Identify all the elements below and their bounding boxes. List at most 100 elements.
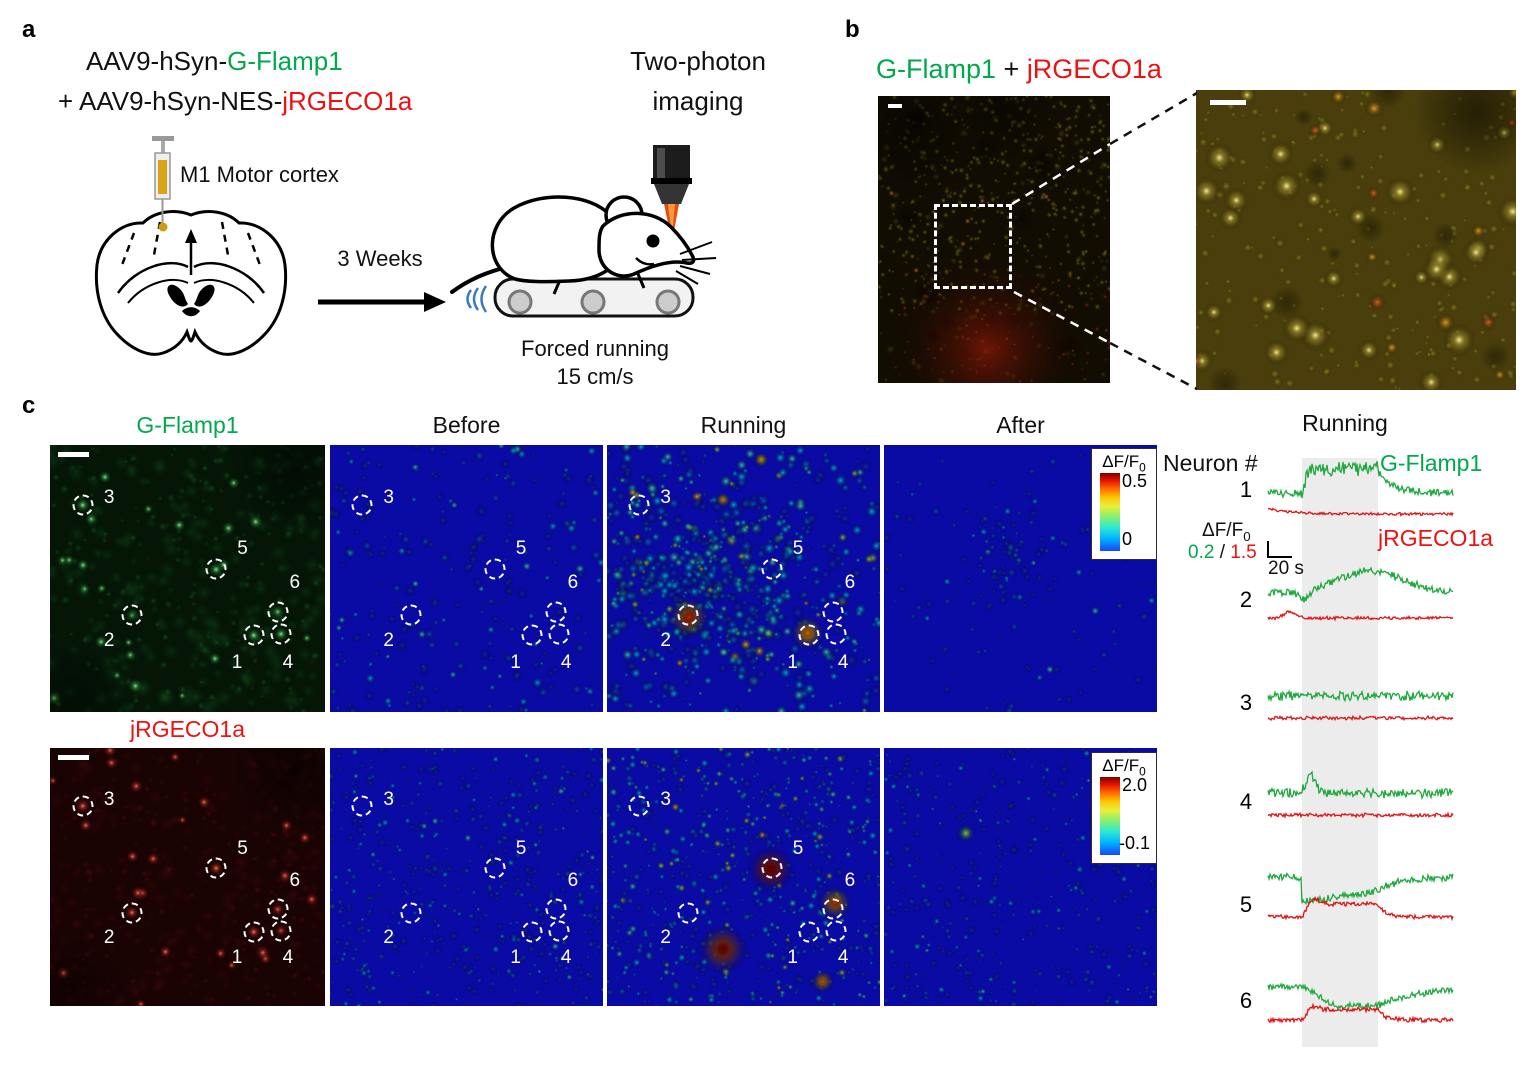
roi-circle-2 [400,604,422,626]
roi-label-2: 2 [660,630,671,652]
interval-label: 3 Weeks [337,246,423,271]
trace-neuron2-green [1267,566,1454,603]
roi-circle-6 [545,601,567,623]
roi-circle-5 [761,558,783,580]
jrgeco-before-heatmap: 3 5 2 6 1 4 [330,748,603,1006]
neuron-number-5: 5 [1239,892,1253,917]
colorbar-top: ΔF/F0 0.5 0 [1091,448,1157,560]
time-scale-label: 20 s [1268,558,1304,579]
scale-bar [888,104,902,108]
col-header-running: Running [700,412,787,438]
neuron-number-1: 1 [1239,477,1253,502]
panel-c-label: c [22,392,36,419]
injection-site-label: M1 Motor cortex [180,162,339,187]
scale-bracket [1267,541,1292,558]
trace-red-label: jRGECO1a [1378,525,1494,551]
colorbar-top-title: ΔF/F0 [1102,452,1146,475]
whiskers-icon [675,241,717,285]
running-period-band [1302,458,1378,1047]
trace-neuron5-red [1267,895,1454,922]
roi-circle-1 [798,921,820,943]
mouse-icon [450,195,717,295]
construct-line2-sensor: jRGECO1a [282,86,413,116]
trace-neuron1-green [1267,461,1454,499]
colorbar-top-gradient [1100,473,1120,551]
trace-neuron3-red [1267,714,1454,722]
roi-label-6: 6 [567,869,579,891]
scale-bar [58,452,89,457]
motion-lines-icon [480,285,488,313]
roi-label-2: 2 [660,926,671,948]
colorbar-bottom-gradient [1100,777,1120,855]
roi-label-2: 2 [103,630,115,652]
row1-title: G-Flamp1 [136,412,239,438]
roi-label-5: 5 [237,837,248,859]
objective-lens-icon [651,145,692,242]
roi-label-4: 4 [282,651,294,673]
trace-scale-values: 0.2 / 1.5 [1188,542,1257,563]
roi-label-6: 6 [289,869,301,891]
roi-circle-4 [548,920,570,942]
roi-label-1: 1 [510,651,521,673]
roi-circle-2 [121,604,143,626]
roi-circle-5 [205,558,227,580]
roi-label-3: 3 [383,788,394,810]
traces-panel: Running Neuron # G-Flamp1 jRGECO1a ΔF/F0… [1160,400,1528,1070]
roi-circle-3 [628,795,650,817]
trace-neuron3-green [1267,689,1454,703]
colorbar-bottom-max: 2.0 [1122,775,1148,795]
construct-line1-sensor: G-Flamp1 [227,46,343,76]
construct-line2-prefix: + AAV9-hSyn-NES- [58,86,283,116]
two-photon-line2: imaging [652,86,744,116]
gflamp-fluorescence-image: 3 5 2 6 1 4 [50,445,325,712]
roi-label-4: 4 [837,651,849,673]
roi-label-3: 3 [660,788,671,810]
brain-section-icon [94,210,288,356]
colorbar-bottom-min: -0.1 [1119,833,1151,853]
treadmill-icon [466,277,695,318]
roi-label-2: 2 [103,926,115,948]
roi-label-5: 5 [792,837,804,859]
trace-neuron6-green [1267,982,1454,1011]
roi-label-1: 1 [787,947,798,969]
roi-label-5: 5 [237,538,248,560]
traces-title: Running [1302,410,1388,436]
roi-label-3: 3 [383,487,394,509]
neuron-header: Neuron # [1163,450,1258,476]
roi-circle-4 [270,623,292,645]
colorbar-top-max: 0.5 [1122,471,1148,491]
gflamp-before-heatmap: 3 5 2 6 1 4 [330,445,603,712]
roi-label-4: 4 [282,947,294,969]
roi-label-3: 3 [103,788,115,810]
roi-label-5: 5 [792,538,804,560]
roi-circle-2 [400,902,422,924]
roi-circle-6 [822,898,844,920]
roi-circle-3 [628,494,650,516]
colorbar-bottom: ΔF/F0 2.0 -0.1 [1091,752,1157,864]
colorbar-top-min: 0 [1122,529,1133,549]
zoom-region-box [934,204,1012,289]
panel-b-title-red: jRGECO1a [1026,54,1162,84]
roi-label-1: 1 [787,651,798,673]
trace-scale-red-value: 1.5 [1230,542,1257,563]
roi-label-1: 1 [231,947,243,969]
interval-arrow-icon [318,292,446,312]
roi-label-6: 6 [567,571,579,593]
neuron-number-4: 4 [1239,789,1253,814]
roi-label-4: 4 [560,947,572,969]
roi-circle-2 [677,902,699,924]
roi-label-3: 3 [103,487,115,509]
roi-circle-3 [72,494,94,516]
panel-b-title-green: G-Flamp1 [876,54,997,84]
roi-circle-1 [243,921,265,943]
trace-scale-dff: ΔF/F0 [1202,520,1251,544]
neuron-number-2: 2 [1239,587,1253,612]
roi-label-6: 6 [844,571,856,593]
colorbar-bottom-title: ΔF/F0 [1102,756,1146,779]
roi-circle-2 [121,902,143,924]
panel-b-label: b [845,16,860,43]
roi-label-1: 1 [231,651,243,673]
roi-circle-4 [825,623,847,645]
forced-running-label: Forced running [521,336,669,361]
roi-circle-6 [267,898,289,920]
